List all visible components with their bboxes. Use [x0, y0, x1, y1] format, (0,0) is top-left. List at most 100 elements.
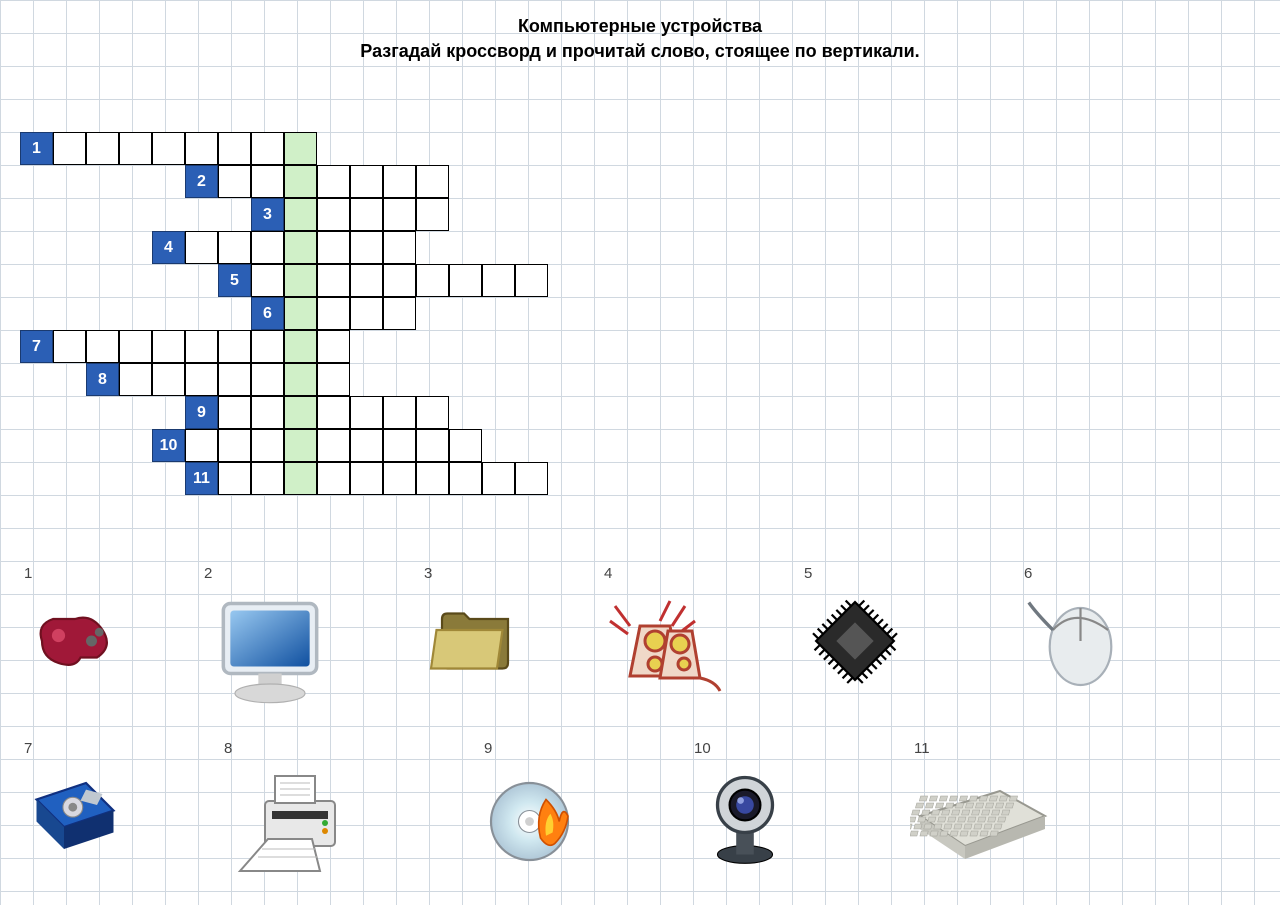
- crossword-cell[interactable]: [251, 330, 284, 363]
- crossword-row: 8: [20, 363, 614, 396]
- crossword-cell[interactable]: [152, 363, 185, 396]
- crossword-cell[interactable]: [251, 132, 284, 165]
- crossword-cell[interactable]: [383, 429, 416, 462]
- crossword-cell[interactable]: [218, 330, 251, 363]
- crossword-cell[interactable]: [317, 165, 350, 198]
- crossword-cell[interactable]: [218, 165, 251, 198]
- crossword-cell[interactable]: [350, 297, 383, 330]
- crossword-cell-vertical[interactable]: [284, 297, 317, 330]
- crossword-cell[interactable]: [317, 231, 350, 264]
- blank-cell: [515, 396, 548, 429]
- crossword-cell[interactable]: [383, 198, 416, 231]
- crossword-cell-vertical[interactable]: [284, 330, 317, 363]
- crossword-cell-vertical[interactable]: [284, 396, 317, 429]
- crossword-cell[interactable]: [449, 264, 482, 297]
- crossword-cell[interactable]: [416, 264, 449, 297]
- crossword-cell-vertical[interactable]: [284, 429, 317, 462]
- crossword-cell[interactable]: [185, 231, 218, 264]
- crossword-cell[interactable]: [449, 429, 482, 462]
- crossword-cell[interactable]: [218, 429, 251, 462]
- crossword-cell[interactable]: [152, 132, 185, 165]
- crossword-cell[interactable]: [251, 165, 284, 198]
- crossword-cell[interactable]: [251, 396, 284, 429]
- crossword-cell[interactable]: [53, 132, 86, 165]
- crossword-cell[interactable]: [119, 363, 152, 396]
- clue-image-number: 9: [484, 740, 492, 757]
- crossword-cell[interactable]: [218, 363, 251, 396]
- crossword-cell[interactable]: [383, 462, 416, 495]
- crossword-cell[interactable]: [317, 363, 350, 396]
- crossword-cell[interactable]: [317, 429, 350, 462]
- crossword-clue-number: 7: [20, 330, 53, 363]
- crossword-cell[interactable]: [482, 462, 515, 495]
- crossword-cell[interactable]: [317, 462, 350, 495]
- crossword-cell[interactable]: [218, 396, 251, 429]
- crossword-cell[interactable]: [317, 297, 350, 330]
- crossword-cell[interactable]: [317, 396, 350, 429]
- crossword-cell-vertical[interactable]: [284, 198, 317, 231]
- crossword-cell[interactable]: [350, 462, 383, 495]
- crossword-cell[interactable]: [350, 264, 383, 297]
- blank-cell: [449, 396, 482, 429]
- crossword-cell[interactable]: [383, 264, 416, 297]
- crossword-cell[interactable]: [251, 363, 284, 396]
- crossword-cell[interactable]: [86, 330, 119, 363]
- crossword-cell[interactable]: [383, 297, 416, 330]
- crossword-cell[interactable]: [317, 264, 350, 297]
- crossword-cell[interactable]: [350, 165, 383, 198]
- crossword-cell-vertical[interactable]: [284, 132, 317, 165]
- crossword-cell[interactable]: [152, 330, 185, 363]
- blank-cell: [515, 198, 548, 231]
- crossword-cell-vertical[interactable]: [284, 165, 317, 198]
- crossword-cell[interactable]: [416, 462, 449, 495]
- crossword-cell[interactable]: [86, 132, 119, 165]
- crossword-cell[interactable]: [317, 330, 350, 363]
- crossword-cell-vertical[interactable]: [284, 363, 317, 396]
- crossword-cell-vertical[interactable]: [284, 462, 317, 495]
- blank-cell: [53, 429, 86, 462]
- crossword-cell[interactable]: [185, 330, 218, 363]
- crossword-cell[interactable]: [416, 165, 449, 198]
- crossword-cell[interactable]: [251, 264, 284, 297]
- blank-cell: [350, 330, 383, 363]
- crossword-cell[interactable]: [185, 429, 218, 462]
- crossword-cell[interactable]: [185, 132, 218, 165]
- blank-cell: [482, 297, 515, 330]
- blank-cell: [185, 198, 218, 231]
- crossword-cell[interactable]: [416, 429, 449, 462]
- blank-cell: [152, 396, 185, 429]
- crossword-cell[interactable]: [119, 132, 152, 165]
- blank-cell: [53, 198, 86, 231]
- crossword-cell[interactable]: [53, 330, 86, 363]
- crossword-cell[interactable]: [350, 396, 383, 429]
- crossword-cell[interactable]: [416, 396, 449, 429]
- crossword-cell-vertical[interactable]: [284, 231, 317, 264]
- blank-cell: [119, 297, 152, 330]
- crossword-cell[interactable]: [251, 429, 284, 462]
- crossword-cell[interactable]: [218, 462, 251, 495]
- crossword-cell-vertical[interactable]: [284, 264, 317, 297]
- crossword-cell[interactable]: [317, 198, 350, 231]
- crossword-cell[interactable]: [383, 165, 416, 198]
- blank-cell: [449, 330, 482, 363]
- crossword-cell[interactable]: [251, 462, 284, 495]
- crossword-cell[interactable]: [218, 132, 251, 165]
- crossword-cell[interactable]: [383, 396, 416, 429]
- crossword-cell[interactable]: [218, 231, 251, 264]
- crossword-cell[interactable]: [449, 462, 482, 495]
- crossword-cell[interactable]: [350, 198, 383, 231]
- crossword-cell[interactable]: [515, 462, 548, 495]
- crossword-cell[interactable]: [383, 231, 416, 264]
- crossword-cell[interactable]: [350, 231, 383, 264]
- crossword-cell[interactable]: [482, 264, 515, 297]
- blank-cell: [482, 429, 515, 462]
- blank-cell: [119, 264, 152, 297]
- crossword-cell[interactable]: [416, 198, 449, 231]
- crossword-cell[interactable]: [515, 264, 548, 297]
- crossword-clue-number: 1: [20, 132, 53, 165]
- blank-cell: [119, 165, 152, 198]
- crossword-cell[interactable]: [119, 330, 152, 363]
- crossword-cell[interactable]: [251, 231, 284, 264]
- crossword-cell[interactable]: [350, 429, 383, 462]
- crossword-cell[interactable]: [185, 363, 218, 396]
